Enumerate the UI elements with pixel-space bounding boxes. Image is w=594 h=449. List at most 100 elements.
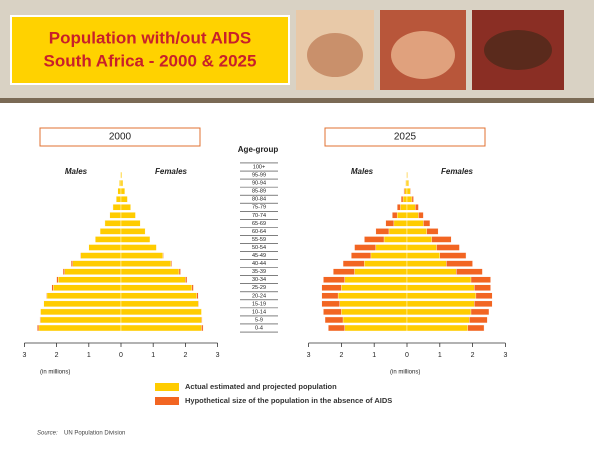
male-bar bbox=[81, 253, 121, 259]
male-bar bbox=[113, 204, 121, 210]
x-axis-label: (in millions) bbox=[390, 370, 420, 376]
age-label: 25-29 bbox=[252, 285, 266, 291]
source-label: Source: bbox=[37, 431, 58, 437]
legend-label: Hypothetical size of the population in t… bbox=[185, 396, 392, 405]
age-label: 0-4 bbox=[255, 325, 263, 331]
male-bar bbox=[47, 293, 121, 299]
legend-label: Actual estimated and projected populatio… bbox=[185, 382, 337, 391]
photo-hands bbox=[391, 31, 455, 79]
chart-title: 2025 bbox=[394, 132, 417, 143]
photo-hands bbox=[307, 33, 363, 77]
male-bar bbox=[338, 293, 407, 299]
title-line: South Africa - 2000 & 2025 bbox=[44, 51, 257, 70]
age-label: 95-99 bbox=[252, 173, 266, 179]
female-bar bbox=[407, 277, 471, 283]
female-bar bbox=[121, 228, 145, 234]
male-bar bbox=[343, 317, 407, 323]
female-bar bbox=[121, 220, 140, 226]
male-bar bbox=[341, 309, 407, 315]
male-bar bbox=[394, 220, 407, 226]
female-bar bbox=[407, 245, 437, 251]
x-tick-label: 1 bbox=[372, 352, 376, 359]
female-bar bbox=[407, 285, 474, 291]
male-bar bbox=[384, 236, 407, 242]
age-label: 40-44 bbox=[252, 261, 266, 267]
x-tick-label: 3 bbox=[307, 352, 311, 359]
age-label: 85-89 bbox=[252, 189, 266, 195]
female-bar bbox=[121, 236, 150, 242]
female-bar bbox=[121, 309, 202, 315]
female-bar bbox=[407, 228, 427, 234]
x-tick-label: 1 bbox=[151, 352, 155, 359]
age-label: 35-39 bbox=[252, 269, 266, 275]
left-label: Males bbox=[351, 167, 374, 176]
female-bar bbox=[121, 180, 123, 186]
male-bar bbox=[345, 277, 407, 283]
male-bar bbox=[41, 309, 122, 315]
age-label: 55-59 bbox=[252, 237, 266, 243]
x-tick-label: 2 bbox=[55, 352, 59, 359]
x-tick-label: 2 bbox=[183, 352, 187, 359]
age-label: 15-19 bbox=[252, 301, 266, 307]
male-bar bbox=[376, 245, 407, 251]
x-tick-label: 3 bbox=[22, 352, 26, 359]
x-axis-label: (in millions) bbox=[40, 370, 70, 376]
age-label: 80-84 bbox=[252, 197, 266, 203]
age-label: 45-49 bbox=[252, 253, 266, 259]
male-bar bbox=[403, 196, 407, 202]
x-tick-label: 1 bbox=[438, 352, 442, 359]
male-bar bbox=[364, 261, 407, 267]
x-tick-label: 2 bbox=[339, 352, 343, 359]
male-bar bbox=[89, 245, 121, 251]
female-bar bbox=[121, 172, 122, 178]
age-label: 70-74 bbox=[252, 213, 266, 219]
female-bar bbox=[407, 301, 474, 307]
male-bar bbox=[110, 212, 121, 218]
male-bar bbox=[355, 269, 407, 275]
x-tick-label: 2 bbox=[471, 352, 475, 359]
female-bar bbox=[121, 269, 179, 275]
title-line: Population with/out AIDS bbox=[49, 28, 251, 47]
left-label: Males bbox=[65, 167, 88, 176]
male-bar bbox=[371, 253, 407, 259]
female-bar bbox=[121, 253, 163, 259]
male-bar bbox=[73, 261, 121, 267]
age-label: 30-34 bbox=[252, 277, 266, 283]
title-box bbox=[11, 16, 289, 84]
age-label: 90-94 bbox=[252, 181, 266, 187]
age-label: 65-69 bbox=[252, 221, 266, 227]
male-bar bbox=[405, 188, 407, 194]
age-label: 75-79 bbox=[252, 205, 266, 211]
male-bar bbox=[397, 212, 407, 218]
male-bar bbox=[345, 325, 407, 331]
female-bar bbox=[407, 253, 440, 259]
female-bar bbox=[407, 220, 423, 226]
female-bar bbox=[121, 301, 198, 307]
x-tick-label: 0 bbox=[119, 352, 123, 359]
female-bar bbox=[407, 325, 468, 331]
x-tick-label: 1 bbox=[87, 352, 91, 359]
chart-title: 2000 bbox=[109, 132, 132, 143]
male-bar bbox=[95, 236, 121, 242]
photo-hands bbox=[484, 30, 552, 70]
female-bar bbox=[121, 293, 197, 299]
header-rule bbox=[0, 98, 594, 103]
male-bar bbox=[41, 317, 122, 323]
female-bar bbox=[407, 180, 409, 186]
male-bar bbox=[400, 204, 407, 210]
female-bar bbox=[121, 285, 192, 291]
female-bar bbox=[407, 317, 469, 323]
female-bar bbox=[407, 261, 446, 267]
age-label: 60-64 bbox=[252, 229, 266, 235]
male-bar bbox=[58, 277, 121, 283]
female-bar bbox=[121, 188, 125, 194]
male-bar bbox=[100, 228, 121, 234]
age-label: 50-54 bbox=[252, 245, 266, 251]
x-tick-label: 3 bbox=[216, 352, 220, 359]
male-bar bbox=[105, 220, 121, 226]
male-bar bbox=[39, 325, 121, 331]
female-bar bbox=[121, 325, 202, 331]
male-bar bbox=[389, 228, 407, 234]
legend-swatch bbox=[155, 383, 179, 391]
